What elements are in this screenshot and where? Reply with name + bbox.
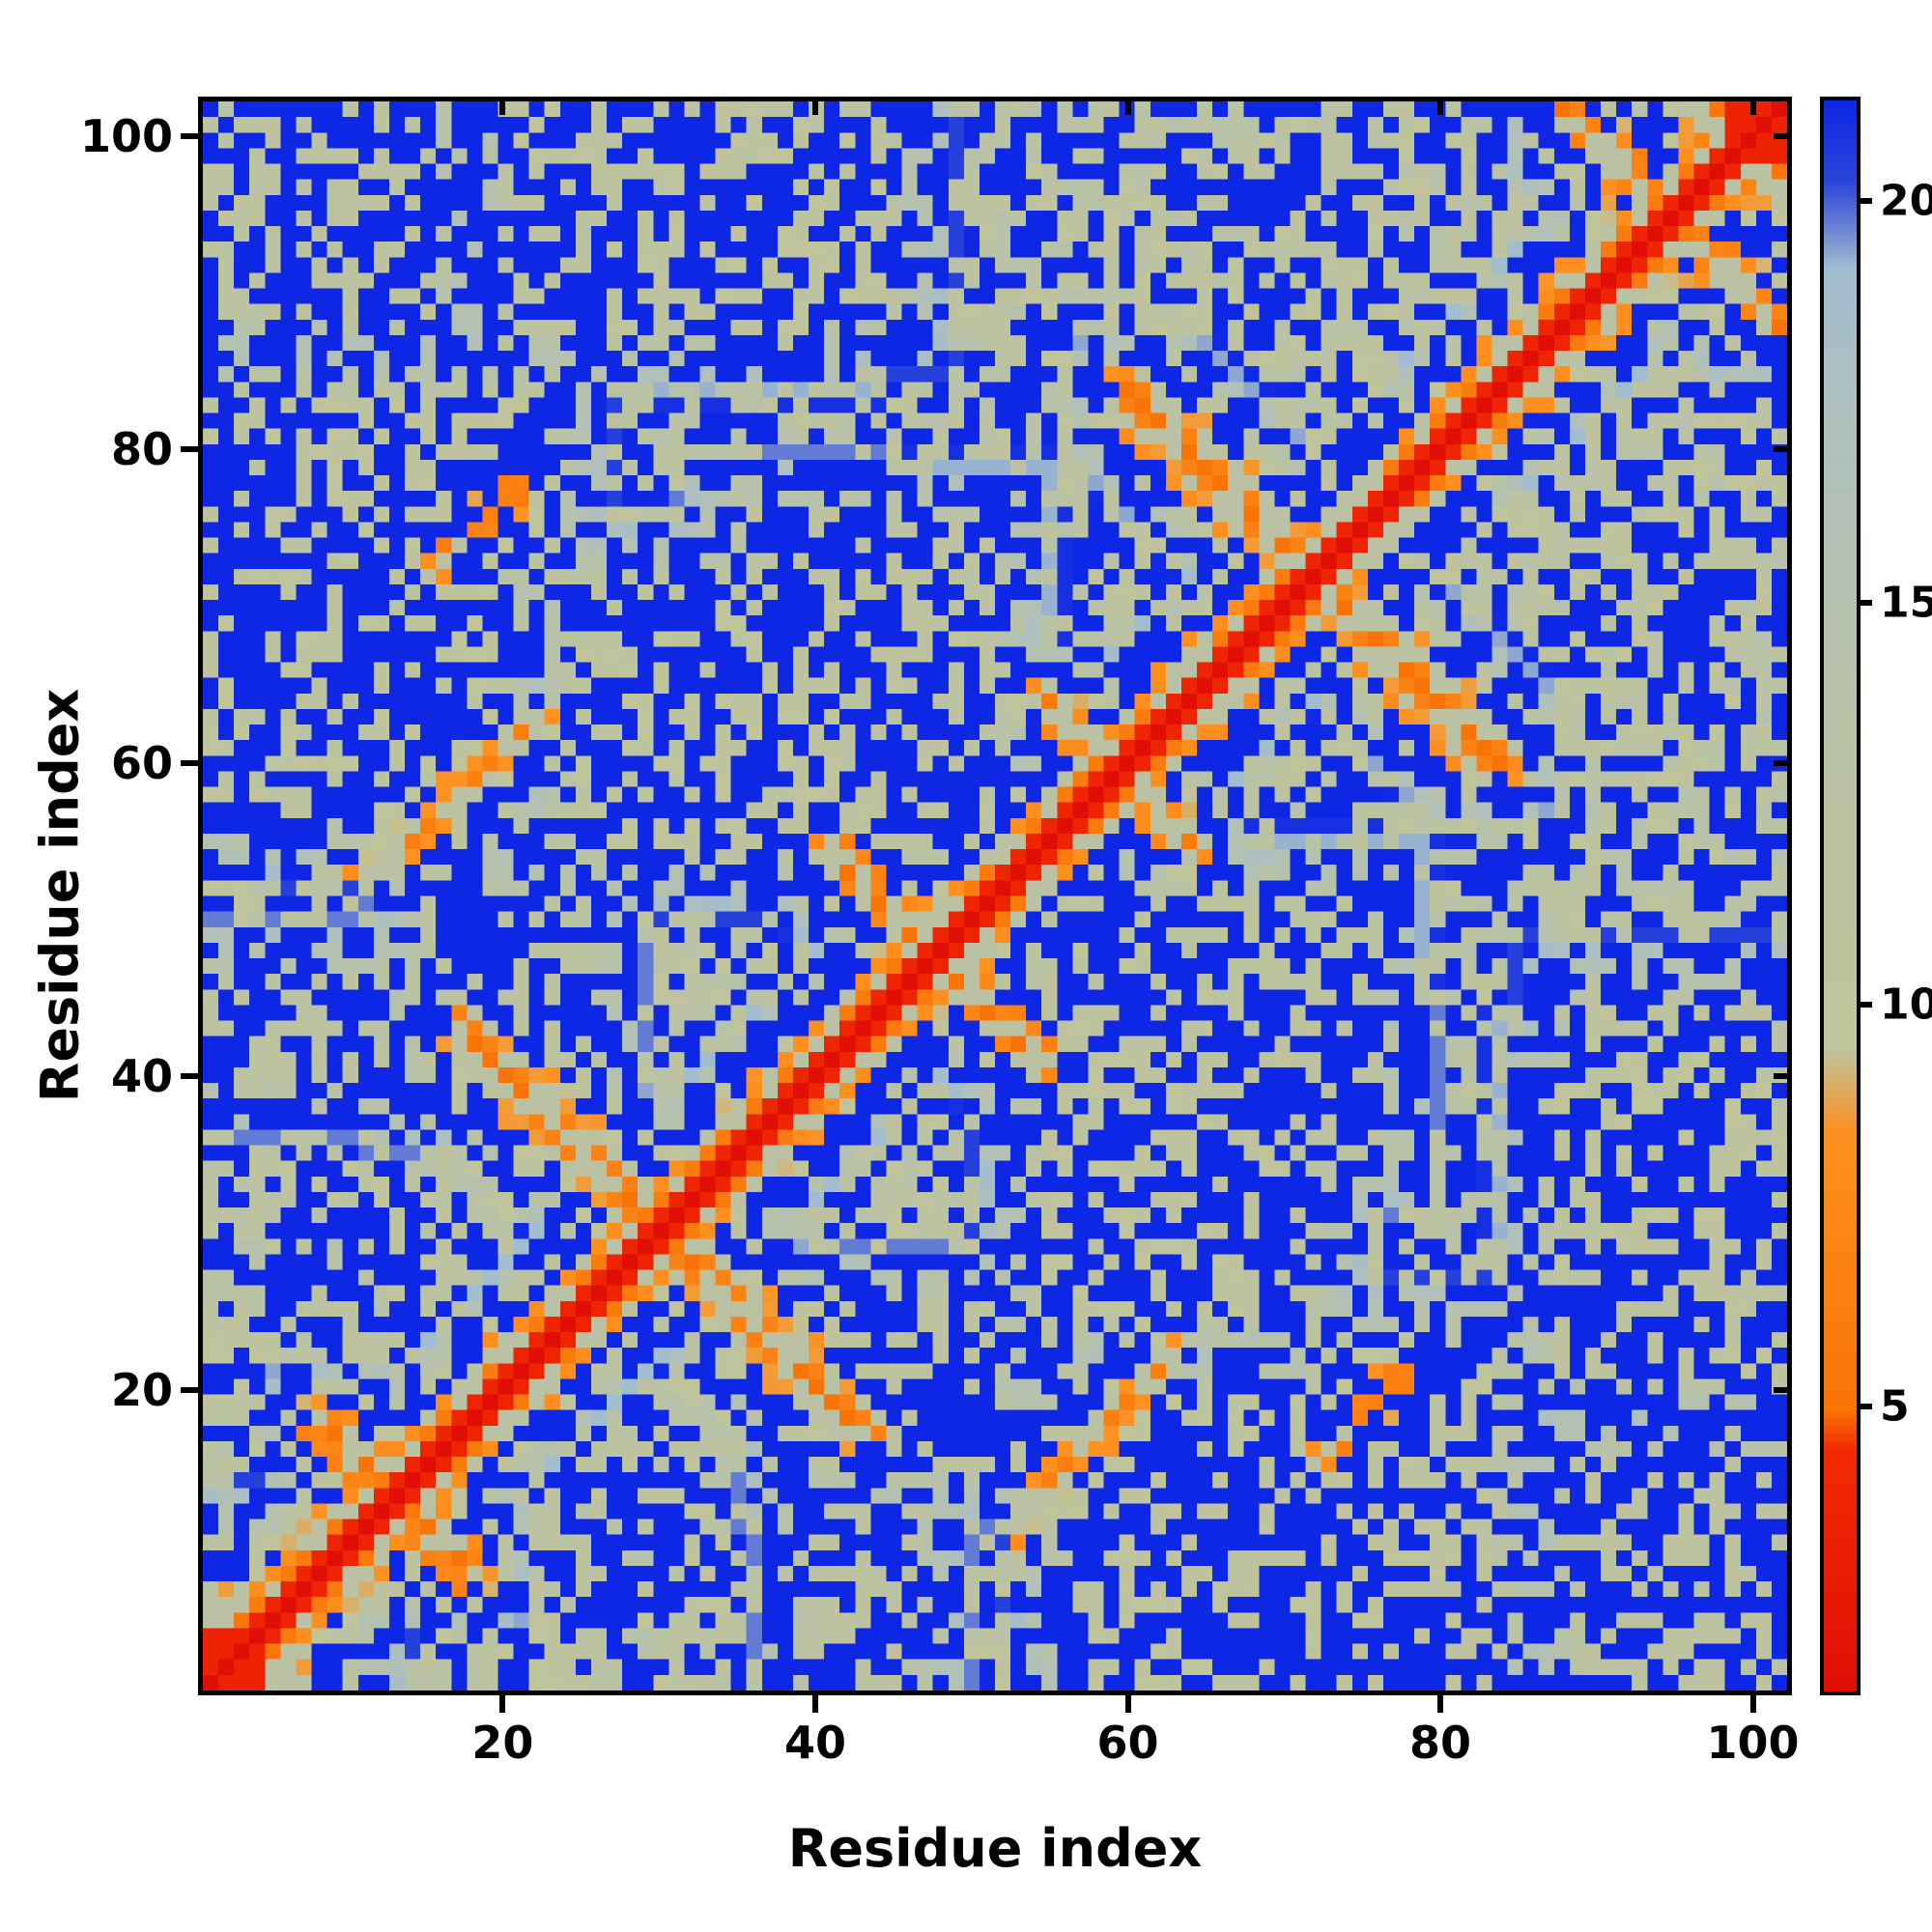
x-axis-label: Residue index: [787, 1818, 1203, 1879]
y-tick-label: 20: [110, 1363, 173, 1416]
x-tick-mark-top: [811, 101, 818, 115]
y-tick-mark-right: [1774, 446, 1787, 453]
x-tick-mark-top: [1437, 101, 1444, 115]
y-tick-label: 100: [79, 109, 173, 162]
y-tick-mark: [181, 132, 198, 139]
y-tick-mark-right: [1774, 1386, 1787, 1393]
colorbar: [1820, 97, 1861, 1695]
colorbar-tick-label: 5: [1880, 1381, 1910, 1432]
x-tick-label: 80: [1409, 1717, 1472, 1769]
y-tick-mark: [181, 446, 198, 453]
colorbar-tick-mark: [1861, 1001, 1872, 1008]
y-tick-mark: [181, 1386, 198, 1393]
x-tick-mark: [1124, 1695, 1131, 1713]
y-tick-mark-right: [1774, 132, 1787, 139]
y-tick-label: 60: [110, 736, 173, 789]
x-tick-mark: [1749, 1695, 1756, 1713]
y-tick-mark-right: [1774, 759, 1787, 766]
heatmap-plot-area: [198, 97, 1792, 1695]
x-tick-mark: [1437, 1695, 1444, 1713]
colorbar-gradient: [1824, 100, 1857, 1691]
x-tick-label: 20: [471, 1717, 534, 1769]
x-tick-mark-top: [1124, 101, 1131, 115]
x-tick-label: 60: [1096, 1717, 1159, 1769]
x-tick-mark-top: [499, 101, 506, 115]
x-tick-mark: [499, 1695, 506, 1713]
x-tick-mark-top: [1749, 101, 1756, 115]
y-tick-mark: [181, 1073, 198, 1080]
x-tick-label: 40: [783, 1717, 846, 1769]
y-tick-label: 40: [110, 1050, 173, 1103]
x-tick-label: 100: [1706, 1717, 1800, 1769]
colorbar-tick-label: 10: [1880, 980, 1932, 1030]
colorbar-tick-label: 20: [1880, 176, 1932, 226]
y-tick-mark-right: [1774, 1073, 1787, 1080]
colorbar-tick-mark: [1861, 599, 1872, 606]
y-tick-label: 80: [110, 423, 173, 476]
y-axis-label: Residue index: [29, 688, 91, 1103]
heatmap-canvas: [203, 101, 1787, 1690]
colorbar-tick-label: 15: [1880, 578, 1932, 628]
x-tick-mark: [811, 1695, 818, 1713]
colorbar-tick-mark: [1861, 1403, 1872, 1409]
colorbar-tick-mark: [1861, 198, 1872, 205]
y-tick-mark: [181, 759, 198, 766]
